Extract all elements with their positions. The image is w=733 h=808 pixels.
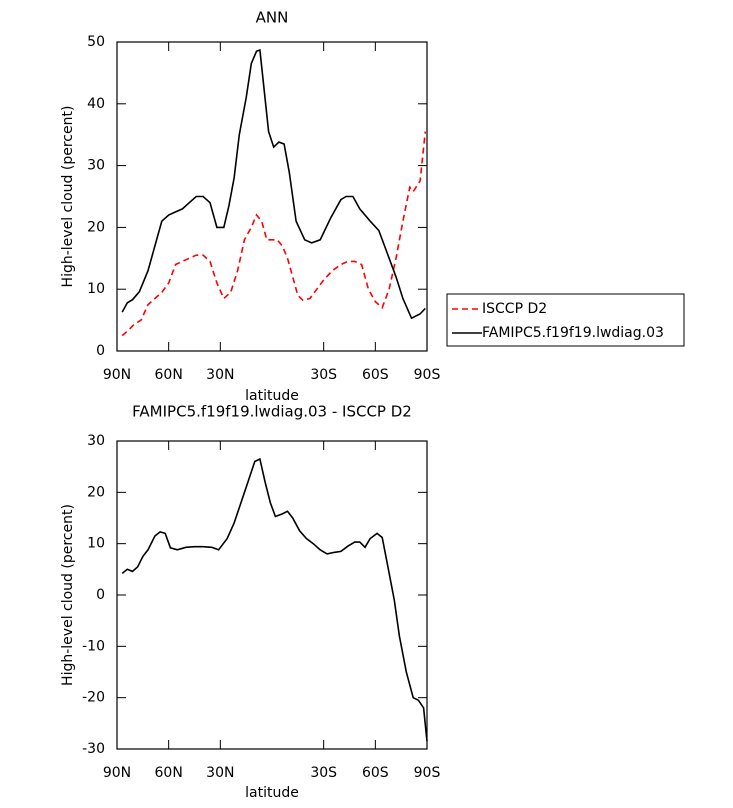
x-tick-label: 60S	[362, 765, 389, 781]
x-tick-label: 90S	[414, 765, 441, 781]
x-tick-label: 30N	[206, 367, 234, 383]
x-tick-label: 30N	[206, 765, 234, 781]
y-axis-label: High-level cloud (percent)	[60, 106, 76, 288]
series-line	[121, 48, 426, 320]
x-tick-label: 90N	[103, 367, 131, 383]
x-tick-label: 60N	[155, 765, 183, 781]
plot-frame	[116, 41, 428, 352]
plot-frame	[116, 440, 428, 750]
series-line	[121, 457, 428, 742]
x-tick-label: 90S	[414, 367, 441, 383]
x-tick-label: 30S	[310, 367, 337, 383]
y-tick-label: 0	[96, 343, 105, 359]
y-tick-label: 40	[87, 96, 105, 112]
y-tick-label: -30	[82, 741, 105, 757]
x-axis-label: latitude	[245, 388, 299, 404]
y-tick-label: 20	[87, 484, 105, 500]
y-tick-label: 20	[87, 219, 105, 235]
legend-label: FAMIPC5.f19f19.lwdiag.03	[482, 325, 664, 341]
y-tick-label: 30	[87, 433, 105, 449]
chart-title: FAMIPC5.f19f19.lwdiag.03 - ISCCP D2	[132, 403, 412, 421]
x-tick-label: 90N	[103, 765, 131, 781]
series-line	[121, 131, 427, 337]
y-tick-label: 0	[96, 587, 105, 603]
y-axis-label: High-level cloud (percent)	[60, 504, 76, 686]
x-axis-label: latitude	[245, 785, 299, 801]
legend-box	[446, 293, 685, 347]
legend-label: ISCCP D2	[482, 301, 547, 317]
x-tick-label: 30S	[310, 765, 337, 781]
y-tick-label: -20	[82, 690, 105, 706]
y-tick-label: -10	[82, 638, 105, 654]
y-tick-label: 30	[87, 158, 105, 174]
y-tick-label: 50	[87, 34, 105, 50]
y-tick-label: 10	[87, 281, 105, 297]
x-tick-label: 60N	[155, 367, 183, 383]
x-tick-label: 60S	[362, 367, 389, 383]
chart-title: ANN	[256, 9, 289, 27]
y-tick-label: 10	[87, 536, 105, 552]
